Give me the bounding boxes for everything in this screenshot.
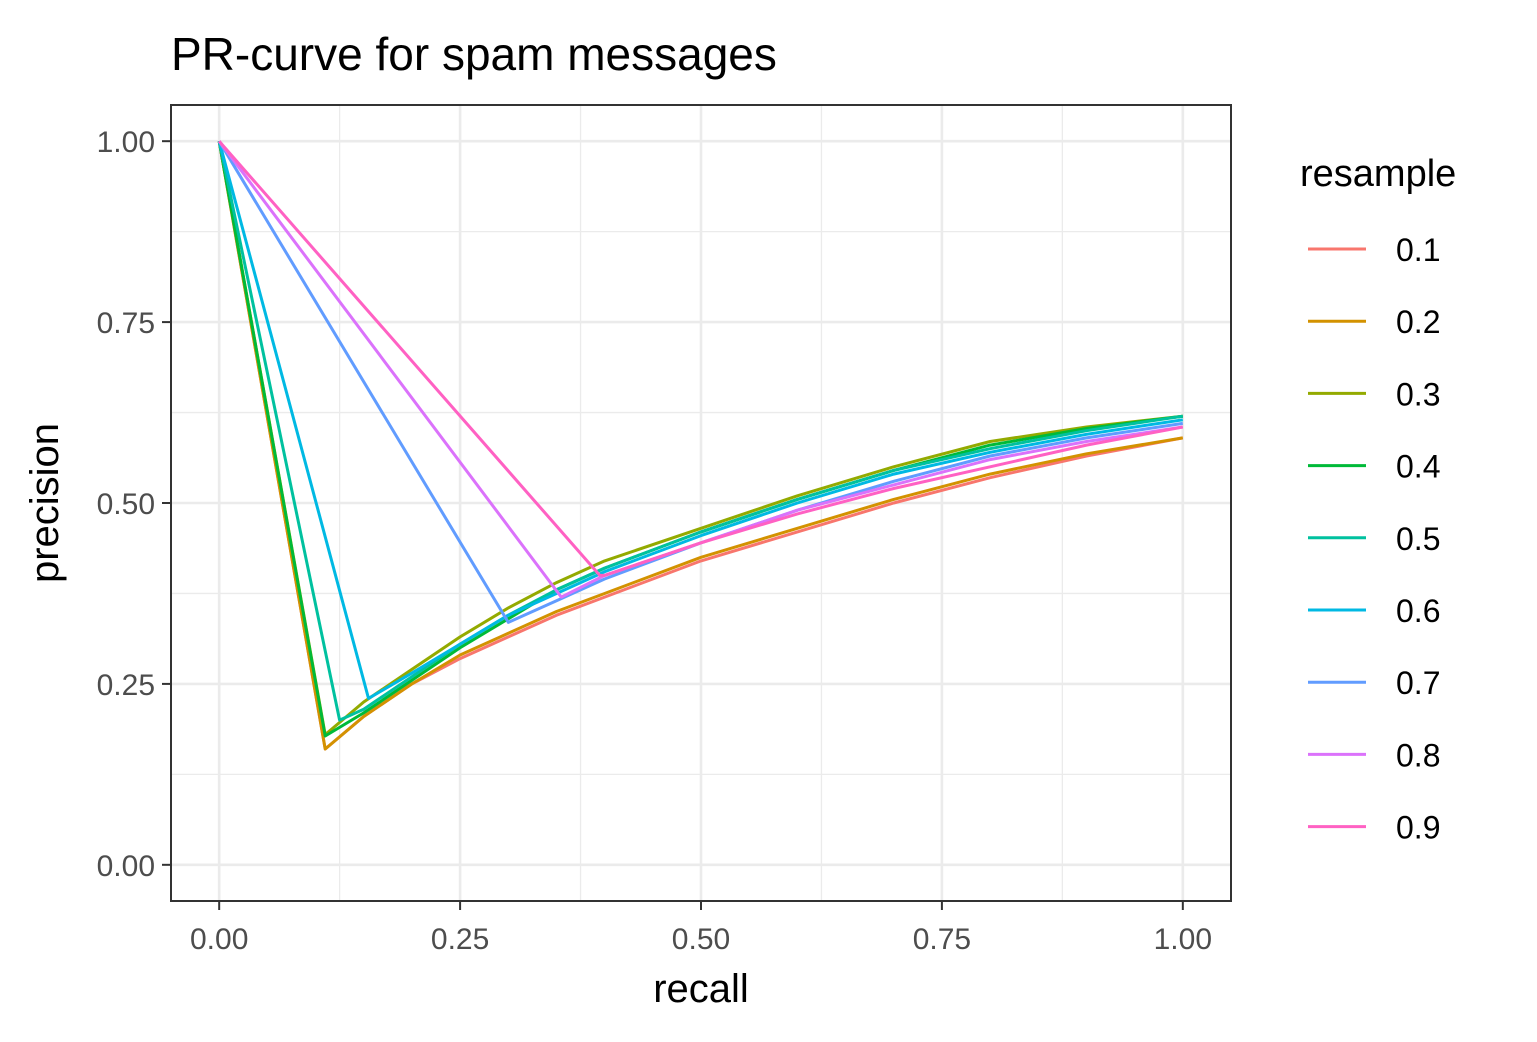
y-tick-label: 1.00 <box>97 126 155 159</box>
series-line-0.5 <box>217 140 1184 722</box>
legend-label-0.8: 0.8 <box>1396 737 1440 773</box>
series-line-0.2 <box>217 140 1184 751</box>
series-lines <box>217 140 1184 751</box>
legend-label-0.9: 0.9 <box>1396 810 1440 846</box>
series-line-0.8 <box>218 140 1184 599</box>
x-tick-label: 0.75 <box>913 923 971 956</box>
series-line-0.9 <box>218 140 1184 577</box>
legend-label-0.7: 0.7 <box>1396 665 1440 701</box>
legend-label-0.4: 0.4 <box>1396 449 1440 485</box>
x-tick-label: 0.25 <box>431 923 489 956</box>
y-tick-label: 0.50 <box>97 488 155 521</box>
legend-label-0.5: 0.5 <box>1396 521 1440 557</box>
legend-title: resample <box>1300 153 1456 195</box>
y-tick-label: 0.25 <box>97 669 155 702</box>
legend-label-0.1: 0.1 <box>1396 232 1440 268</box>
legend-items: 0.1 0.2 0.3 0.4 0.5 0.6 0.7 0.8 0.9 <box>1308 232 1440 846</box>
plot-panel <box>170 104 1232 902</box>
y-tick-label: 0.00 <box>97 850 155 883</box>
x-axis-title: recall <box>653 967 749 1011</box>
legend-label-0.2: 0.2 <box>1396 304 1440 340</box>
x-tick-label: 0.50 <box>672 923 730 956</box>
y-axis-title: precision <box>23 423 67 583</box>
y-axis: 0.00 0.25 0.50 0.75 1.00 <box>97 126 171 883</box>
legend: resample 0.1 0.2 0.3 0.4 0.5 0.6 0.7 0.8 0.9 <box>1300 153 1456 846</box>
legend-label-0.3: 0.3 <box>1396 376 1440 412</box>
legend-label-0.6: 0.6 <box>1396 593 1440 629</box>
x-axis: 0.00 0.25 0.50 0.75 1.00 <box>190 901 1212 956</box>
y-tick-label: 0.75 <box>97 307 155 340</box>
major-gridlines <box>171 105 1231 901</box>
x-tick-label: 0.00 <box>190 923 248 956</box>
series-line-0.6 <box>217 140 1184 700</box>
x-tick-label: 1.00 <box>1154 923 1212 956</box>
chart-title: PR-curve for spam messages <box>171 28 777 80</box>
